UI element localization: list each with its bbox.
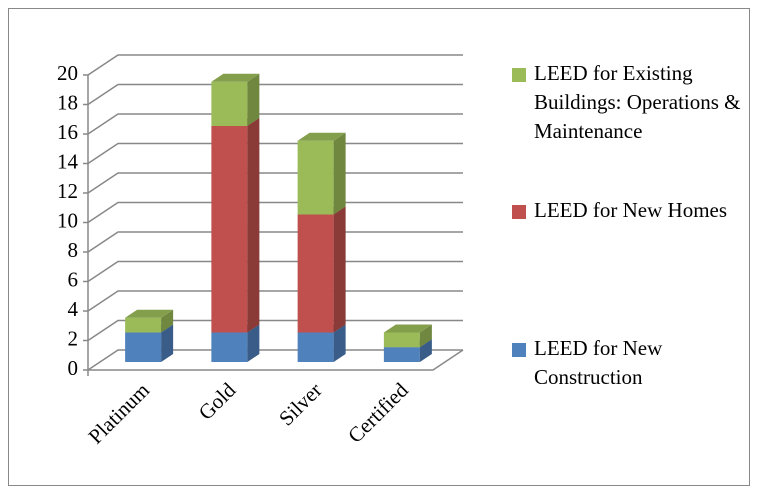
legend-label: LEED for New Construction — [534, 336, 663, 389]
grid-line — [87, 319, 463, 342]
y-tick-label: 16 — [57, 120, 78, 144]
bar-segment — [211, 126, 248, 333]
bar-top — [211, 73, 260, 82]
bar-side — [333, 324, 346, 362]
bar-segment — [297, 214, 334, 333]
y-tick-label: 2 — [68, 326, 79, 350]
bar-side — [419, 324, 432, 348]
grid-line — [87, 172, 463, 194]
grid-line — [87, 201, 463, 224]
y-tick-label: 0 — [68, 356, 79, 380]
legend-line: LEED for New — [534, 336, 663, 360]
bar-segment — [211, 81, 248, 126]
legend-line: Maintenance — [534, 119, 642, 143]
grid-line — [87, 349, 463, 371]
legend-label: LEED for New Homes — [534, 198, 727, 222]
bar-side — [333, 132, 346, 215]
y-tick-label: 6 — [68, 267, 79, 291]
bar-top — [297, 132, 346, 141]
y-tick-label: 8 — [68, 238, 79, 262]
legend-line: Construction — [534, 365, 643, 389]
grid-line — [87, 290, 463, 312]
bar-side — [247, 324, 260, 362]
grid-line — [87, 231, 463, 253]
y-tick-label: 14 — [57, 149, 79, 173]
bar-segment — [383, 347, 420, 362]
bar-side — [161, 309, 174, 333]
floor — [88, 349, 464, 371]
chart-border — [8, 8, 750, 486]
bar-segment — [125, 317, 162, 333]
y-tick-label: 18 — [57, 90, 78, 114]
bar-side — [247, 73, 260, 126]
legend-line: Buildings: Operations & — [534, 90, 741, 114]
legend-line: LEED for New Homes — [534, 198, 727, 222]
legend-line: LEED for Existing — [534, 61, 693, 85]
y-tick-label: 20 — [57, 61, 78, 85]
bar-segment — [383, 332, 420, 348]
grid-line — [87, 54, 463, 76]
grid-line — [87, 83, 463, 106]
bar-top — [383, 324, 432, 333]
bar-side — [161, 324, 174, 362]
bar-side — [333, 206, 346, 333]
grid-line — [87, 260, 463, 283]
grid-line — [87, 142, 463, 165]
bar-side — [247, 118, 260, 333]
bar-segment — [297, 140, 334, 215]
legend-swatch — [512, 68, 526, 82]
bar-top — [125, 309, 174, 318]
y-tick-label: 12 — [57, 179, 78, 203]
grid-line — [87, 113, 463, 135]
bar-segment — [297, 332, 334, 362]
legend-swatch — [512, 343, 526, 357]
legend-swatch — [512, 205, 526, 219]
y-tick-label: 10 — [57, 208, 78, 232]
bar-side — [419, 339, 432, 362]
bar-segment — [125, 332, 162, 362]
y-tick-label: 4 — [68, 297, 79, 321]
bar-segment — [211, 332, 248, 362]
legend-label: LEED for Existing Buildings: Operations &… — [534, 61, 741, 143]
